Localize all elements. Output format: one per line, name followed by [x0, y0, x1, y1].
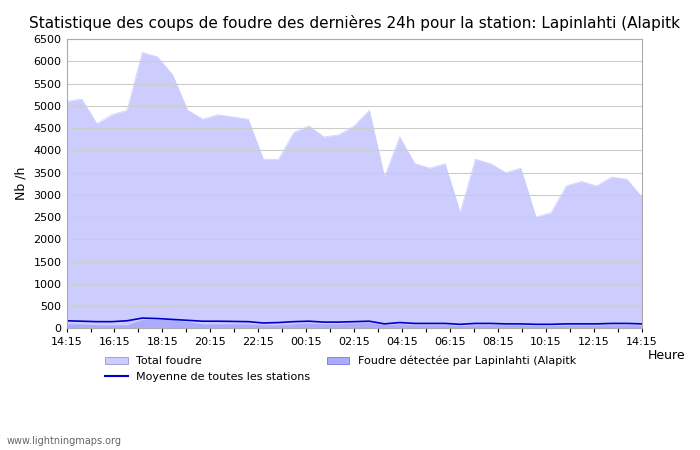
Text: www.lightningmaps.org: www.lightningmaps.org	[7, 436, 122, 446]
Text: Heure: Heure	[648, 349, 685, 361]
Title: Statistique des coups de foudre des dernières 24h pour la station: Lapinlahti (A: Statistique des coups de foudre des dern…	[29, 15, 680, 31]
Y-axis label: Nb /h: Nb /h	[15, 167, 28, 200]
Legend: Total foudre, Moyenne de toutes les stations, Foudre détectée par Lapinlahti (Al: Total foudre, Moyenne de toutes les stat…	[101, 351, 581, 387]
